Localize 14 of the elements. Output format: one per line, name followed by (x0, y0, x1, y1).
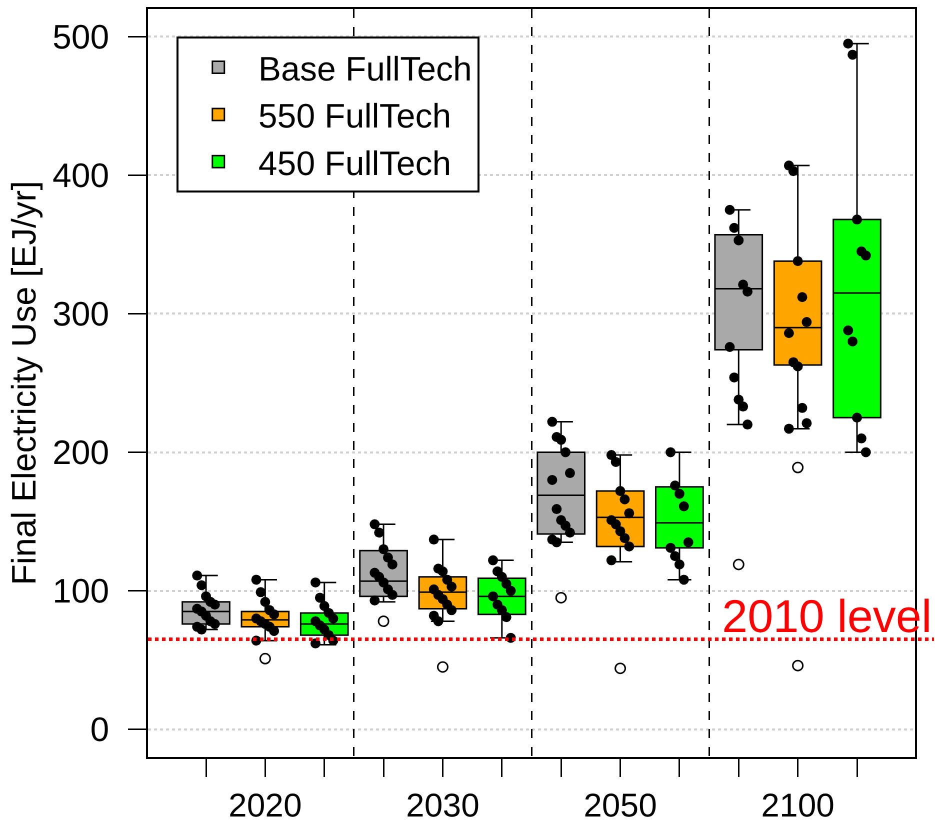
y-tick-label: 500 (52, 18, 110, 57)
legend-label: 450 FullTech (258, 144, 452, 183)
y-tick-label: 0 (90, 711, 110, 750)
x-tick-label: 2050 (584, 786, 657, 824)
y-tick-label: 400 (52, 157, 110, 196)
y-tick-label: 300 (52, 296, 110, 334)
x-tick-label: 2030 (406, 786, 480, 824)
x-tick-label: 2100 (761, 786, 835, 824)
legend-label: Base FullTech (258, 50, 472, 89)
x-tick-label: 2020 (228, 786, 302, 824)
legend-label: 550 FullTech (258, 98, 452, 136)
y-axis-title: Final Electricity Use [EJ/yr] (6, 180, 44, 586)
y-tick-label: 200 (52, 434, 110, 472)
y-tick-label: 100 (52, 572, 110, 611)
